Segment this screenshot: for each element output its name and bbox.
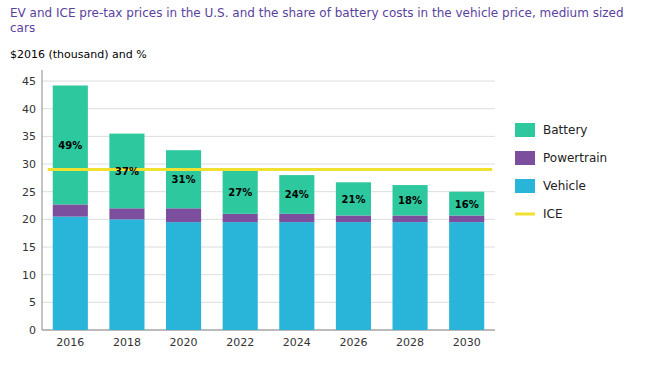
x-tick-label: 2024	[283, 336, 311, 349]
y-axis-line	[42, 70, 43, 330]
annotation: 16%	[455, 199, 479, 210]
bar-segment	[279, 222, 314, 330]
y-tick-label: 5	[29, 296, 36, 309]
y-tick-label: 20	[22, 213, 36, 226]
plot-area	[48, 85, 493, 330]
bar-segment	[223, 222, 258, 330]
bar-segment	[449, 215, 484, 222]
x-tick-label: 2028	[396, 336, 424, 349]
y-axis-label: $2016 (thousand) and %	[10, 48, 147, 61]
bar-segment	[109, 219, 144, 330]
bar-segment	[53, 85, 88, 204]
bar-segment	[449, 222, 484, 330]
bar-segment	[449, 192, 484, 216]
grid	[42, 81, 495, 330]
legend-swatch	[515, 213, 535, 216]
bar-segment	[393, 185, 428, 215]
bar-segment	[53, 204, 88, 216]
y-tick-label: 45	[22, 75, 36, 88]
y-tick-label: 0	[29, 324, 36, 337]
y-tick-label: 40	[22, 103, 36, 116]
annotation: 31%	[172, 174, 196, 185]
bar-segment	[53, 217, 88, 330]
legend-label: ICE	[543, 207, 563, 221]
grid-line	[42, 108, 495, 109]
annotation: 37%	[115, 166, 139, 177]
annotation: 24%	[285, 189, 309, 200]
legend-label: Vehicle	[543, 179, 586, 193]
legend-swatch	[515, 151, 535, 165]
chart: $2016 (thousand) and % 0 5 10 15 20 25 30 35 40 45…	[0, 0, 650, 366]
bar-segment	[166, 150, 201, 208]
bar-segment	[336, 182, 371, 215]
legend: Battery Powertrain Vehicle ICE	[515, 123, 607, 221]
grid-line	[42, 81, 495, 82]
x-tick-label: 2030	[453, 336, 481, 349]
bar-segment	[223, 214, 258, 222]
bar-segment	[393, 215, 428, 222]
bar-segment	[279, 175, 314, 214]
annotation: 49%	[58, 140, 82, 151]
legend-label: Battery	[543, 123, 587, 137]
legend-swatch	[515, 123, 535, 137]
annotation: 27%	[228, 187, 252, 198]
bar-segment	[336, 222, 371, 330]
x-tick-label: 2016	[56, 336, 84, 349]
bar-segment	[223, 170, 258, 214]
x-tick-label: 2018	[113, 336, 141, 349]
annotation: 18%	[398, 195, 422, 206]
bar-segment	[279, 214, 314, 222]
legend-label: Powertrain	[543, 151, 607, 165]
legend-swatch	[515, 179, 535, 193]
x-tick-label: 2022	[226, 336, 254, 349]
bar-segment	[166, 208, 201, 222]
y-tick-label: 30	[22, 158, 36, 171]
y-tick-label: 35	[22, 130, 36, 143]
chart-title: EV and ICE pre-tax prices in the U.S. an…	[10, 6, 635, 36]
x-tick-label: 2020	[170, 336, 198, 349]
bar-segment	[393, 222, 428, 330]
y-tick-label: 15	[22, 241, 36, 254]
bar-segment	[109, 208, 144, 219]
annotation: 21%	[341, 194, 365, 205]
bar-segment	[336, 215, 371, 222]
y-tick-label: 25	[22, 186, 36, 199]
y-tick-label: 10	[22, 269, 36, 282]
x-tick-label: 2026	[339, 336, 367, 349]
bar-segment	[166, 222, 201, 330]
